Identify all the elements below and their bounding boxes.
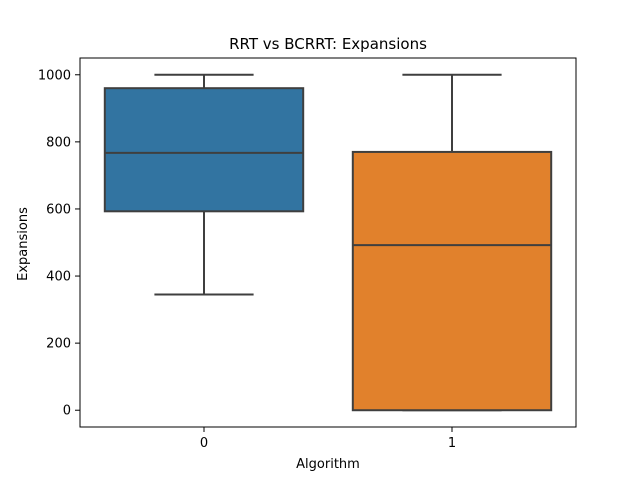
plot-frame xyxy=(79,57,577,428)
y-tick-label: 200 xyxy=(46,337,71,352)
x-tick-label: 0 xyxy=(200,436,208,451)
y-axis: 0 200 400 600 800 1000 xyxy=(38,68,80,419)
plot-area xyxy=(79,57,577,428)
chart-title: RRT vs BCRRT: Expansions xyxy=(229,35,427,53)
iqr-box xyxy=(103,87,305,213)
y-tick-label: 400 xyxy=(46,270,71,285)
y-tick-label: 0 xyxy=(63,404,71,419)
x-tick-label: 1 xyxy=(448,436,456,451)
y-tick-label: 800 xyxy=(46,135,71,150)
y-tick-label: 600 xyxy=(46,202,71,217)
box-1 xyxy=(351,73,553,412)
iqr-box xyxy=(351,150,553,412)
x-axis-title: Algorithm xyxy=(296,457,360,472)
y-axis-title: Expansions xyxy=(16,207,31,281)
box-0 xyxy=(103,73,305,296)
y-tick-label: 1000 xyxy=(38,68,71,83)
